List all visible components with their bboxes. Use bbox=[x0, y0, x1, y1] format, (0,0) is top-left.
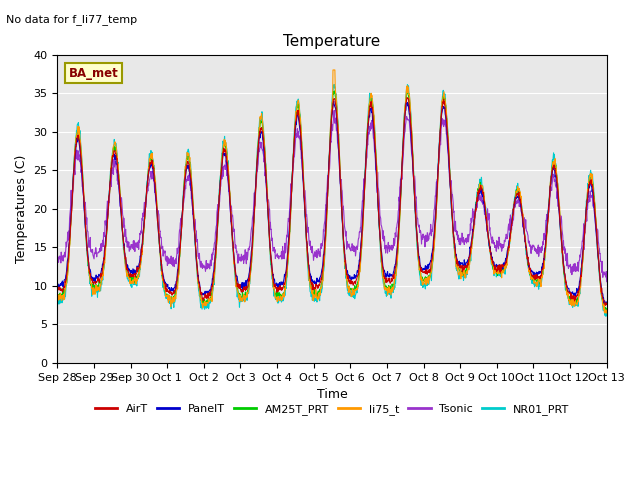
NR01_PRT bbox=[538, 277, 545, 283]
Tsonic bbox=[603, 279, 611, 285]
NR01_PRT bbox=[176, 253, 184, 259]
AirT bbox=[404, 95, 412, 100]
NR01_PRT bbox=[237, 299, 245, 305]
PanelT bbox=[603, 300, 611, 306]
AM25T_PRT bbox=[331, 88, 339, 94]
NR01_PRT bbox=[603, 312, 611, 318]
AirT bbox=[538, 268, 545, 274]
AM25T_PRT bbox=[176, 255, 184, 261]
li75_t bbox=[603, 307, 611, 313]
AirT bbox=[603, 301, 611, 307]
Tsonic bbox=[538, 243, 545, 249]
AM25T_PRT bbox=[418, 276, 426, 282]
NR01_PRT bbox=[418, 278, 426, 284]
AM25T_PRT bbox=[603, 308, 611, 313]
PanelT bbox=[237, 282, 245, 288]
Y-axis label: Temperatures (C): Temperatures (C) bbox=[15, 155, 28, 263]
Line: PanelT: PanelT bbox=[58, 101, 607, 303]
Text: BA_met: BA_met bbox=[68, 67, 118, 80]
AM25T_PRT bbox=[237, 295, 245, 300]
NR01_PRT bbox=[330, 82, 338, 87]
li75_t bbox=[176, 255, 184, 261]
AM25T_PRT bbox=[538, 273, 545, 279]
li75_t bbox=[163, 293, 170, 299]
li75_t bbox=[54, 295, 61, 300]
PanelT bbox=[54, 281, 61, 287]
Line: Tsonic: Tsonic bbox=[58, 110, 607, 282]
PanelT bbox=[418, 264, 426, 270]
PanelT bbox=[602, 300, 609, 306]
li75_t bbox=[329, 67, 337, 73]
Tsonic bbox=[176, 227, 184, 233]
li75_t bbox=[490, 262, 497, 268]
PanelT bbox=[163, 281, 170, 287]
Tsonic bbox=[330, 108, 338, 113]
PanelT bbox=[538, 264, 545, 270]
PanelT bbox=[330, 98, 337, 104]
NR01_PRT bbox=[602, 313, 610, 319]
NR01_PRT bbox=[54, 297, 61, 302]
PanelT bbox=[490, 260, 497, 266]
Line: li75_t: li75_t bbox=[58, 70, 607, 313]
X-axis label: Time: Time bbox=[317, 388, 348, 401]
PanelT bbox=[176, 246, 184, 252]
AirT bbox=[237, 288, 245, 294]
li75_t bbox=[237, 295, 245, 300]
Text: No data for f_li77_temp: No data for f_li77_temp bbox=[6, 14, 138, 25]
li75_t bbox=[418, 278, 426, 284]
AM25T_PRT bbox=[163, 293, 170, 299]
NR01_PRT bbox=[490, 260, 497, 266]
AM25T_PRT bbox=[490, 267, 497, 273]
NR01_PRT bbox=[163, 296, 170, 301]
Title: Temperature: Temperature bbox=[284, 34, 381, 49]
AirT bbox=[163, 288, 170, 294]
Legend: AirT, PanelT, AM25T_PRT, li75_t, Tsonic, NR01_PRT: AirT, PanelT, AM25T_PRT, li75_t, Tsonic,… bbox=[90, 399, 574, 419]
Tsonic bbox=[237, 258, 245, 264]
AirT bbox=[602, 302, 609, 308]
AirT bbox=[176, 252, 184, 258]
AM25T_PRT bbox=[54, 296, 61, 301]
Tsonic bbox=[490, 238, 497, 243]
AirT bbox=[490, 262, 497, 267]
AirT bbox=[418, 269, 426, 275]
li75_t bbox=[538, 272, 545, 277]
AM25T_PRT bbox=[602, 308, 609, 314]
Line: NR01_PRT: NR01_PRT bbox=[58, 84, 607, 316]
Tsonic bbox=[418, 241, 426, 247]
Line: AirT: AirT bbox=[58, 97, 607, 305]
Tsonic bbox=[54, 255, 61, 261]
li75_t bbox=[602, 310, 610, 316]
Line: AM25T_PRT: AM25T_PRT bbox=[58, 91, 607, 311]
AirT bbox=[54, 286, 61, 291]
Tsonic bbox=[163, 258, 170, 264]
